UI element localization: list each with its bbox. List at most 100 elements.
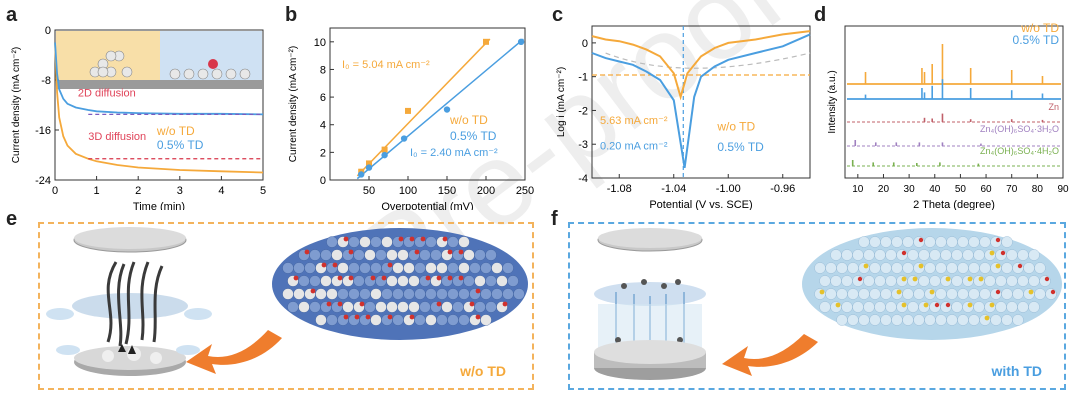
x-tick-label: 80 <box>1032 184 1044 195</box>
surface-atom <box>320 275 332 287</box>
surface-atom <box>929 275 941 287</box>
surface-atom <box>458 262 470 274</box>
surface-atom <box>386 301 398 313</box>
surface-atom <box>463 275 475 287</box>
surface-atom <box>326 314 338 326</box>
annotation-2d: 2D diffusion <box>78 87 136 99</box>
y-tick-label: 2 <box>320 147 326 159</box>
surface-atom <box>874 275 886 287</box>
surface-atom <box>392 288 404 300</box>
surface-atom <box>315 314 327 326</box>
surface-atom <box>353 249 365 261</box>
y-tick-label: -3 <box>578 139 588 151</box>
y-tick-label: 0 <box>45 25 51 37</box>
surface-atom <box>1045 288 1057 300</box>
surface-atom <box>397 249 409 261</box>
surface-atom <box>364 249 376 261</box>
surface-atom <box>436 262 448 274</box>
surface-atom <box>858 314 870 326</box>
data-point-wo-td <box>405 107 411 114</box>
oxygen-atom <box>425 275 431 281</box>
x-tick-label: 150 <box>438 185 456 197</box>
oxygen-atom <box>414 249 420 255</box>
inset-atom <box>121 66 133 78</box>
surface-atom <box>425 262 437 274</box>
inset-substrate <box>56 80 262 89</box>
surface-atom <box>1001 262 1013 274</box>
surface-atom <box>1034 262 1046 274</box>
surface-atom <box>309 275 321 287</box>
surface-atom <box>896 275 908 287</box>
oxygen-atom <box>1000 250 1006 256</box>
legend-wo-td: w/o TD <box>156 124 195 138</box>
data-point-td <box>443 106 451 113</box>
surface-atom <box>847 262 859 274</box>
x-tick-label: 0 <box>52 185 58 197</box>
surface-atom <box>337 288 349 300</box>
surface-atom <box>984 301 996 313</box>
surface-atom <box>502 262 514 274</box>
arrow-icon <box>186 330 282 374</box>
chart-d: 2 Theta (degree) Intensity (a.u.) 10 20 30 40… <box>827 21 1069 210</box>
surface-atom <box>891 288 903 300</box>
sulfur-atom <box>989 302 995 308</box>
surface-atom <box>425 236 437 248</box>
data-point-td <box>381 151 388 159</box>
surface-atom <box>370 314 382 326</box>
surface-atom <box>1017 301 1029 313</box>
inset-atom <box>211 68 223 80</box>
surface-atom <box>337 262 349 274</box>
annotation-i0-td: I₀ = 2.40 mA cm⁻² <box>410 147 498 159</box>
inset-atom <box>197 68 209 80</box>
sulfur-atom <box>863 263 869 269</box>
surface-atom <box>984 275 996 287</box>
surface-atom <box>463 249 475 261</box>
surface-atom <box>814 262 826 274</box>
y-tick-label: -8 <box>41 75 51 87</box>
oxygen-atom <box>436 301 442 307</box>
surface-atom <box>968 236 980 248</box>
surface-atom <box>397 275 409 287</box>
surface-atom <box>1006 275 1018 287</box>
surface-atom <box>957 288 969 300</box>
sulfur-atom <box>918 263 924 269</box>
y-tick-label: 4 <box>320 120 326 132</box>
surface-atom <box>918 249 930 261</box>
panel-f-label: with TD <box>990 363 1042 379</box>
surface-atom <box>979 314 991 326</box>
surface-atom <box>847 314 859 326</box>
surface-atom <box>880 236 892 248</box>
surface-atom <box>891 236 903 248</box>
surface-atom <box>386 275 398 287</box>
surface-atom <box>359 262 371 274</box>
y-tick-label: -1 <box>578 72 588 84</box>
surface-atom <box>1001 288 1013 300</box>
inset-atom <box>183 68 195 80</box>
inset-atom <box>97 66 109 78</box>
sulfur-atom <box>978 276 984 282</box>
surface-atom <box>990 236 1002 248</box>
oxygen-atom <box>934 302 940 308</box>
oxygen-atom <box>945 302 951 308</box>
surface-atom <box>491 288 503 300</box>
surface-atom <box>946 288 958 300</box>
annotation-i0-wo: I₀ = 5.04 mA cm⁻² <box>342 59 430 71</box>
x-tick-label: -0.96 <box>770 183 795 195</box>
data-point-td <box>517 38 525 46</box>
sulfur-atom <box>995 263 1001 269</box>
surface-atom <box>1034 288 1046 300</box>
panel-e-frame <box>38 222 534 390</box>
surface-atom <box>480 288 492 300</box>
sulfur-atom <box>967 276 973 282</box>
oxygen-atom <box>348 249 354 255</box>
panel-f-frame <box>568 222 1066 390</box>
surface-atom <box>458 314 470 326</box>
surface-atom <box>287 301 299 313</box>
surface-atom <box>962 275 974 287</box>
x-tick-label: 20 <box>878 184 890 195</box>
surface-atom <box>869 288 881 300</box>
surface-atom <box>825 288 837 300</box>
surface-atom <box>935 314 947 326</box>
surface-atom <box>825 262 837 274</box>
x-tick-label: 2 <box>135 185 141 197</box>
